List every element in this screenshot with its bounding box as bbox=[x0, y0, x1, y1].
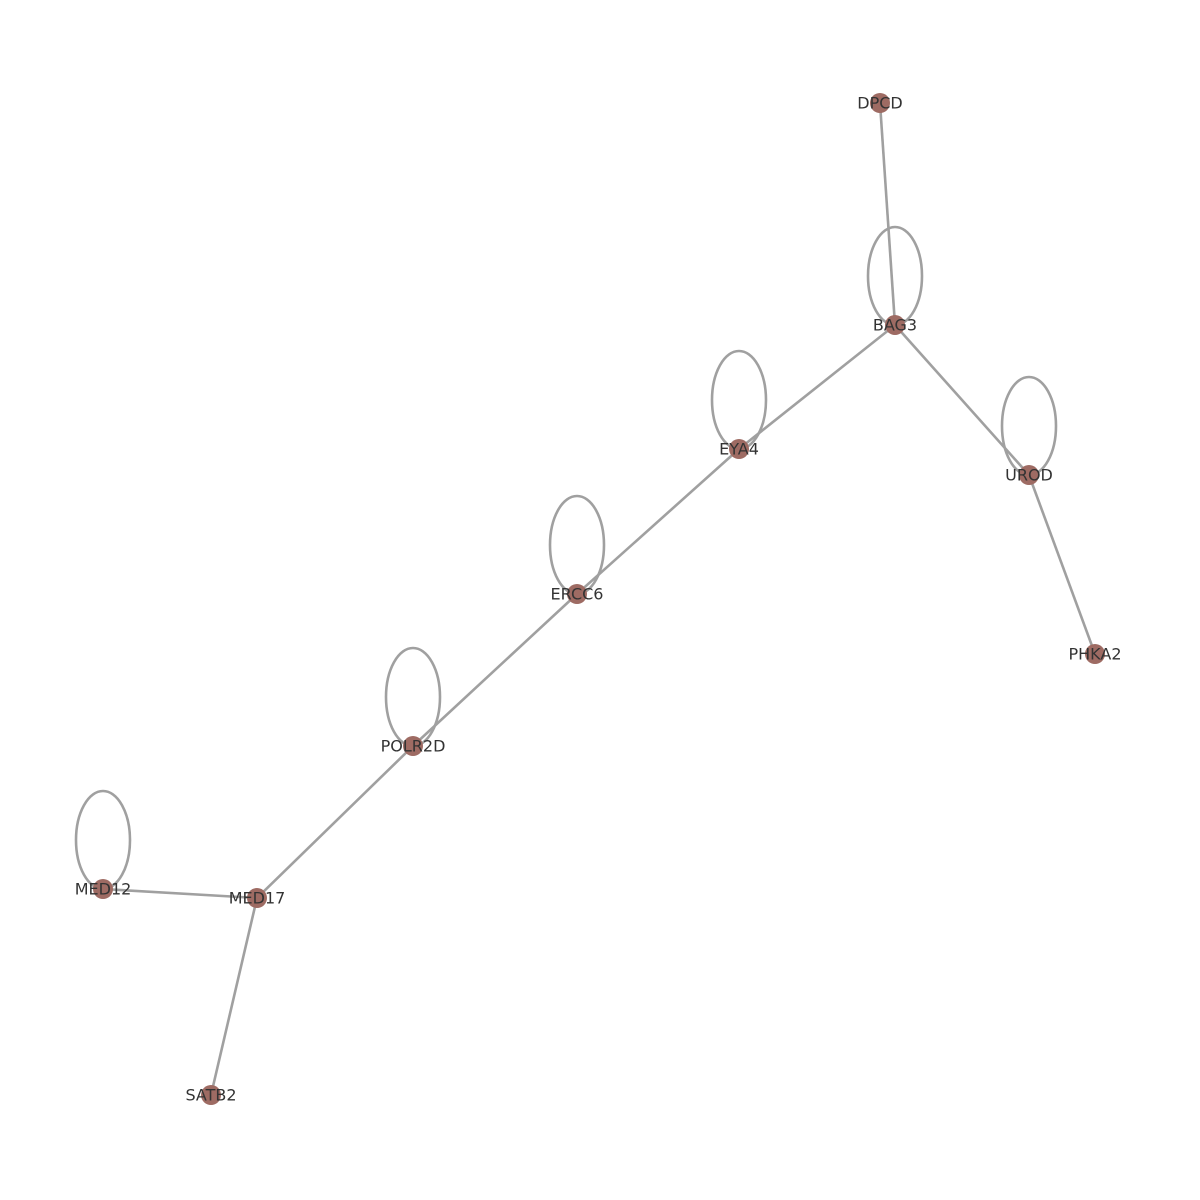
node-label-ercc6: ERCC6 bbox=[551, 585, 604, 604]
node-satb2 bbox=[201, 1085, 221, 1105]
node-polr2d bbox=[403, 736, 423, 756]
self-loop-med12 bbox=[74, 789, 132, 891]
node-dpcd bbox=[870, 93, 890, 113]
edge-eya4-ercc6 bbox=[576, 448, 740, 595]
self-loop-eya4 bbox=[710, 349, 768, 451]
edge-polr2d-med17 bbox=[256, 745, 414, 899]
edge-urod-phka2 bbox=[1027, 474, 1097, 655]
node-label-dpcd: DPCD bbox=[857, 94, 902, 113]
node-phka2 bbox=[1085, 644, 1105, 664]
edge-dpcd-bag3 bbox=[878, 102, 897, 326]
node-label-med12: MED12 bbox=[75, 880, 132, 899]
nodes-layer bbox=[93, 93, 1105, 1105]
edges-layer bbox=[102, 102, 1097, 1096]
node-med17 bbox=[247, 888, 267, 908]
edge-bag3-eya4 bbox=[738, 323, 896, 451]
node-label-eya4: EYA4 bbox=[719, 440, 759, 459]
node-label-urod: UROD bbox=[1005, 466, 1053, 485]
node-eya4 bbox=[729, 439, 749, 459]
self-loop-urod bbox=[1000, 375, 1058, 477]
node-ercc6 bbox=[567, 584, 587, 604]
node-label-phka2: PHKA2 bbox=[1068, 645, 1121, 664]
edge-med17-satb2 bbox=[209, 897, 259, 1096]
node-label-bag3: BAG3 bbox=[873, 316, 917, 335]
edge-med12-med17 bbox=[102, 887, 258, 900]
node-label-satb2: SATB2 bbox=[185, 1086, 236, 1105]
self-loop-polr2d bbox=[384, 646, 442, 748]
node-label-med17: MED17 bbox=[229, 889, 286, 908]
node-label-polr2d: POLR2D bbox=[381, 737, 446, 756]
self-loop-ercc6 bbox=[548, 494, 606, 596]
node-urod bbox=[1019, 465, 1039, 485]
edge-ercc6-polr2d bbox=[412, 593, 578, 747]
labels-layer: DPCD BAG3 EYA4 UROD ERCC6 PHKA2 POLR2D MED12 MED… bbox=[75, 94, 1122, 1105]
node-med12 bbox=[93, 879, 113, 899]
edge-bag3-urod bbox=[894, 324, 1030, 476]
node-bag3 bbox=[885, 315, 905, 335]
